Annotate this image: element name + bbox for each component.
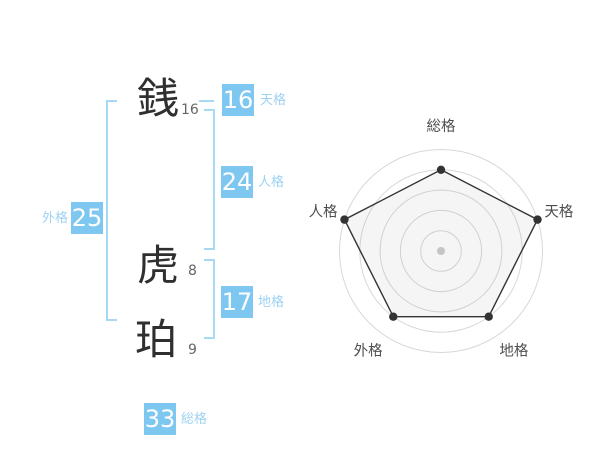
jinkaku-value-box: 24 [221, 166, 253, 198]
soukaku-label: 総格 [181, 412, 208, 427]
grid-ring [379, 189, 503, 313]
chikaku-bracket [204, 259, 215, 339]
grid-ring [420, 230, 462, 272]
stroke-count-1: 16 [181, 102, 199, 118]
radar-axis-label-2: 地格 [499, 342, 528, 359]
radar-axis-label-1: 天格 [544, 204, 573, 221]
chikaku-label: 地格 [258, 295, 285, 310]
gaikaku-value-box: 25 [71, 202, 103, 234]
radar-point-0 [436, 165, 446, 174]
radar-axis-label-4: 人格 [309, 204, 338, 221]
center-dot [437, 247, 445, 255]
soukaku-value-box: 33 [144, 403, 176, 435]
radar-axis-label-3: 外格 [354, 342, 383, 359]
name-analysis-panel: 銭 16 虎 8 珀 9 16 天格 24 人格 外格 25 17 地格 33 … [41, 74, 287, 435]
gaikaku-label: 外格 [41, 211, 68, 226]
grid-ring [399, 209, 483, 293]
radar-point-1 [533, 215, 542, 224]
radar-axis-label-0: 総格 [427, 118, 456, 135]
tenkaku-label: 天格 [260, 93, 287, 108]
gaikaku-bracket [106, 100, 117, 321]
stroke-count-3: 9 [188, 342, 197, 358]
stroke-count-2: 8 [188, 263, 197, 279]
tenkaku-value-box: 16 [222, 84, 254, 116]
kanji-given-2: 珀 [135, 315, 178, 364]
kanji-given-1: 虎 [137, 241, 180, 290]
tenkaku-dash [199, 100, 214, 102]
jinkaku-bracket [204, 109, 215, 250]
radar-point-3 [389, 312, 398, 321]
grid-ring [339, 149, 543, 353]
radar-point-4 [340, 215, 349, 224]
radar-series-polygon [343, 169, 539, 318]
jinkaku-label: 人格 [258, 175, 285, 190]
chikaku-value-box: 17 [221, 286, 253, 318]
kanji-surname-1: 銭 [137, 74, 180, 123]
radar-point-2 [484, 312, 493, 321]
